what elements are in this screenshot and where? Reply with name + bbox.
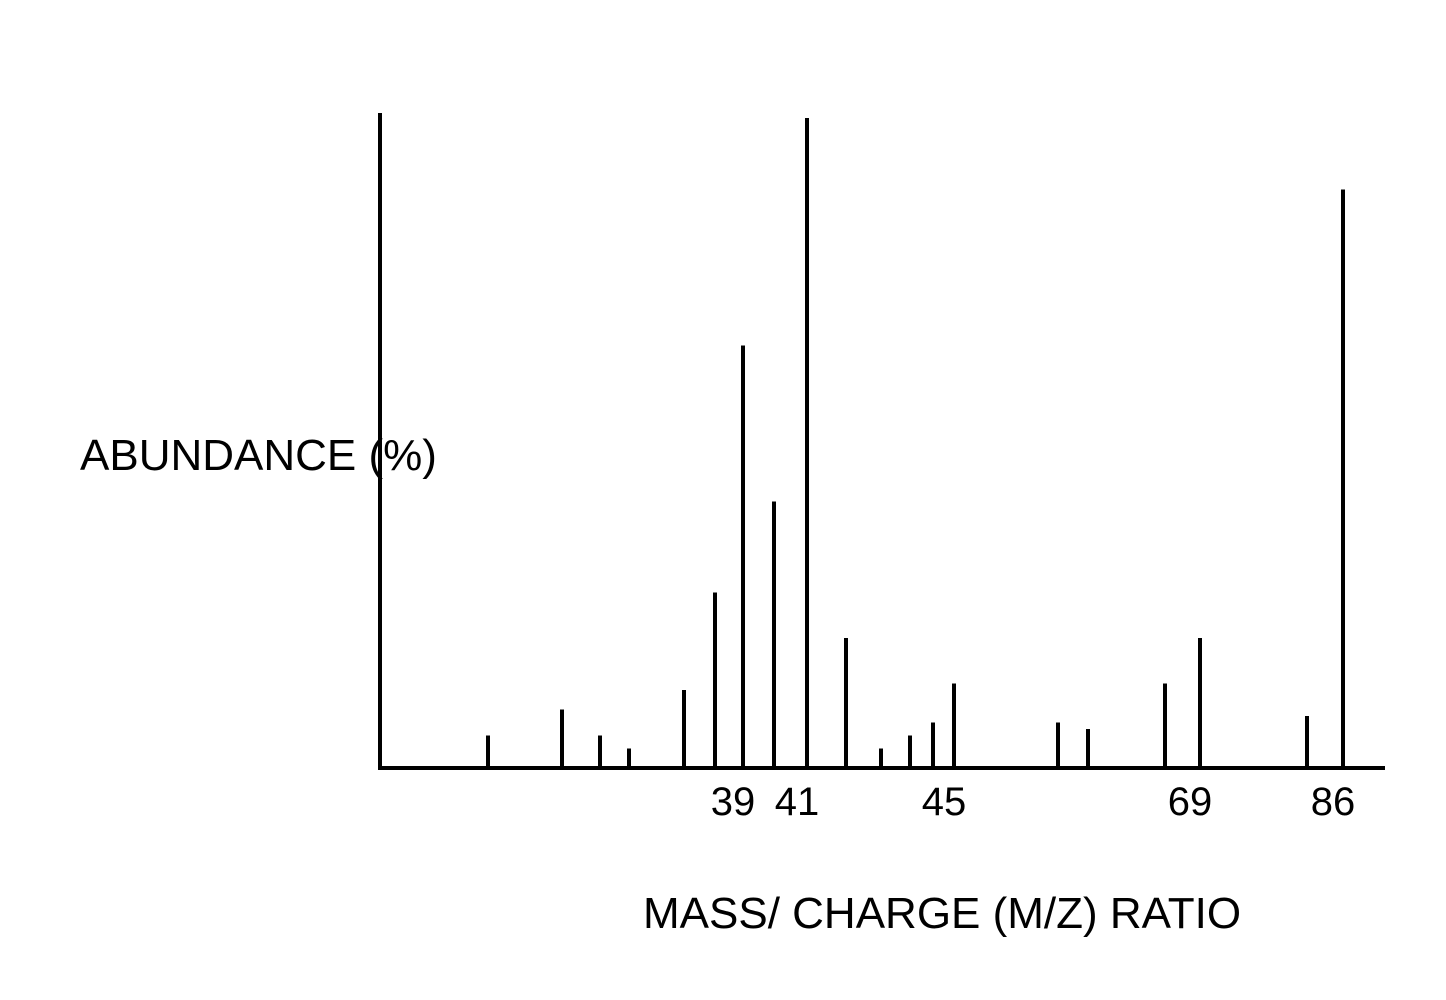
x-tick-label: 39 bbox=[711, 780, 756, 824]
x-tick-labels: 39 41 45 69 86 bbox=[711, 780, 1356, 824]
peak-bars bbox=[486, 118, 1345, 768]
x-tick-label: 41 bbox=[775, 780, 820, 824]
y-axis-label: ABUNDANCE (%) bbox=[80, 431, 437, 480]
x-tick-label: 69 bbox=[1168, 780, 1213, 824]
x-tick-label: 86 bbox=[1311, 780, 1356, 824]
x-axis-label: MASS/ CHARGE (M/Z) RATIO bbox=[643, 889, 1241, 938]
x-tick-label: 45 bbox=[922, 780, 967, 824]
